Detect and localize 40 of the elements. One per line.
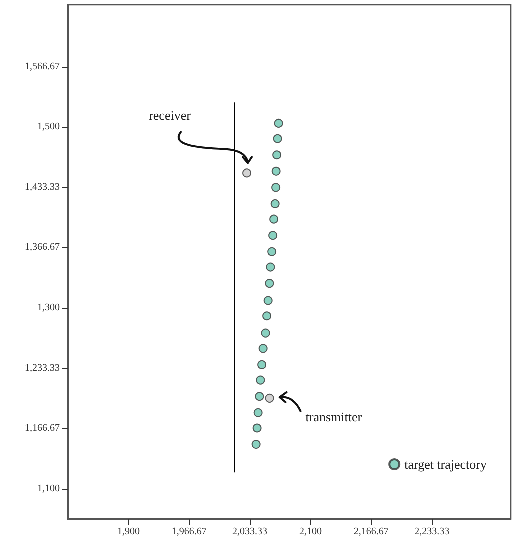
point (264, 296, 273, 306)
point (273, 134, 282, 144)
point (255, 392, 264, 402)
y-tick-label: 1,233.33 (25, 362, 60, 374)
point (252, 424, 262, 433)
y-tick-label: 1,300 (38, 302, 60, 314)
point (266, 262, 276, 272)
point (261, 328, 270, 338)
point (268, 231, 278, 240)
point (265, 394, 274, 403)
y-tick-label: 1,566.67 (25, 61, 60, 72)
point (265, 279, 274, 288)
x-tick-label: 2,166.67 (354, 526, 389, 538)
point (254, 408, 263, 418)
point (262, 312, 272, 321)
x-tick-label: 1,900 (117, 526, 140, 538)
x-tick-label: 1,966.67 (172, 526, 207, 538)
x-tick-label: 2,233.33 (414, 526, 450, 538)
point (272, 183, 281, 192)
x-tick-label: 2,033.33 (232, 526, 268, 538)
legend-label: target trajectory (404, 457, 488, 472)
y-tick-label: 1,366.67 (25, 242, 60, 254)
point (268, 247, 277, 256)
y-tick-label: 1,433.33 (25, 182, 60, 193)
point (256, 376, 266, 385)
point (242, 168, 252, 178)
point (258, 344, 268, 354)
point (272, 150, 282, 160)
y-tick-label: 1,500 (38, 122, 60, 133)
annotation: receiver (149, 108, 192, 124)
point (274, 118, 284, 128)
y-tick-label: 1,166.67 (25, 423, 60, 434)
x-tick-label: 2,100 (299, 526, 322, 538)
point (270, 214, 279, 224)
point (270, 199, 280, 208)
point (252, 440, 261, 450)
point (272, 166, 281, 176)
y-tick-label: 1,100 (38, 483, 60, 494)
point (258, 360, 267, 370)
annotation: transmitter (306, 409, 363, 424)
